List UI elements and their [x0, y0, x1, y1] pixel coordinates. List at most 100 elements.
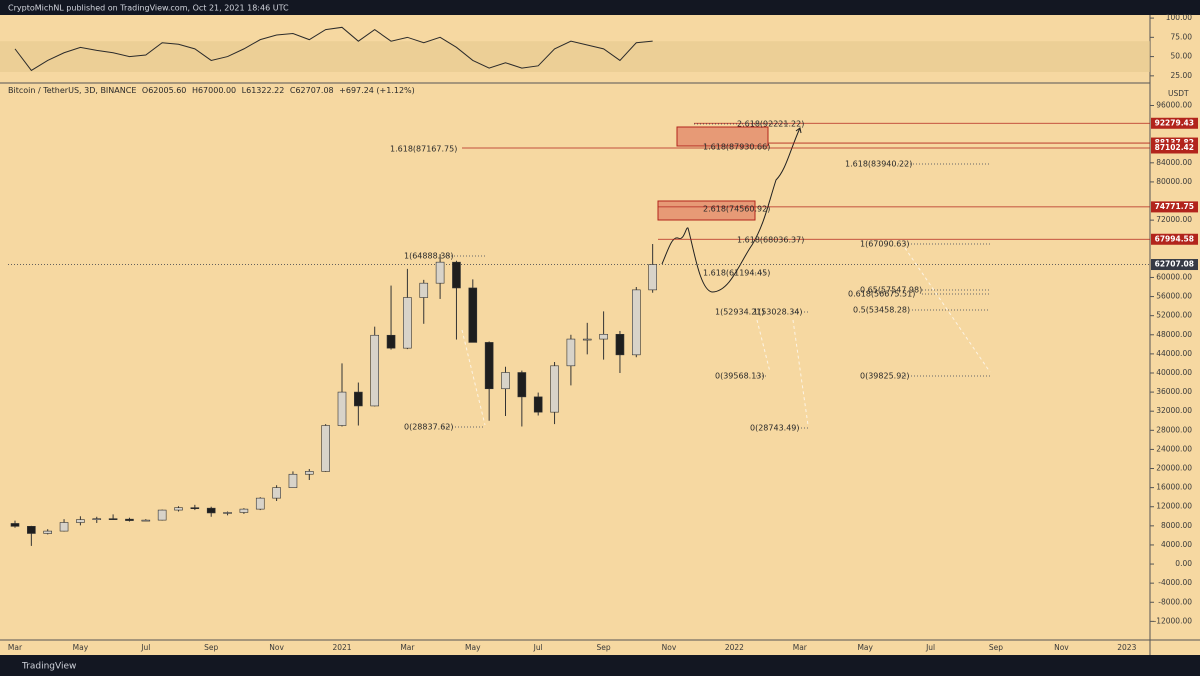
candle-body — [76, 519, 85, 523]
y-tick-label: 60000.00 — [1156, 272, 1192, 281]
candle-body — [468, 287, 478, 343]
fib-label: 2.618(92221.22) — [737, 120, 804, 129]
fib-label: 1(64888.38) — [404, 252, 454, 261]
fib-label: 1.618(61194.45) — [703, 269, 770, 278]
candle-body — [550, 365, 559, 413]
candle-body — [272, 487, 281, 499]
target-box — [657, 200, 756, 221]
candle-body — [452, 261, 461, 289]
y-tick-label: 16000.00 — [1156, 483, 1192, 492]
unit: USDT — [1168, 89, 1189, 98]
price-tag — [1151, 201, 1198, 213]
x-tick-label: Sep — [597, 643, 611, 652]
candle-body — [157, 509, 167, 521]
x-tick-label: Sep — [989, 643, 1003, 652]
candle-body — [27, 526, 36, 534]
rsi-tick-label: 25.00 — [1171, 71, 1193, 80]
candle-body — [419, 282, 429, 298]
candle-body — [255, 497, 265, 510]
y-tick-label: 0.00 — [1175, 559, 1192, 568]
header-title: CryptoMichNL published on TradingView.co… — [8, 4, 289, 13]
rsi-line — [14, 26, 653, 72]
candle-body — [337, 391, 347, 426]
y-tick-label: 44000.00 — [1156, 349, 1192, 358]
candle-body — [501, 372, 510, 390]
x-tick-label: Mar — [400, 643, 415, 652]
y-tick-label: 48000.00 — [1156, 330, 1192, 339]
fib-connectors — [461, 247, 991, 426]
fib-label: 0(28743.49) — [750, 424, 800, 433]
candle-body — [190, 507, 200, 509]
fib-label: 1(67090.63) — [860, 240, 910, 249]
candle-body — [533, 396, 543, 413]
y-tick-label: -4000.00 — [1158, 578, 1192, 587]
fib-label: 1(52934.21) — [715, 308, 765, 317]
y-tick-label: 24000.00 — [1156, 444, 1192, 453]
fib-label: 1.618(87930.66) — [703, 143, 770, 152]
fib-label: 1.618(83940.22) — [845, 160, 912, 169]
legend: Bitcoin / TetherUS, 3D, BINANCE O62005.6… — [8, 86, 415, 95]
fib-label: 0.618(56675.51) — [848, 290, 915, 299]
y-tick-label: 4000.00 — [1161, 540, 1192, 549]
x-tick-label: May — [857, 643, 873, 652]
legend-low: L61322.22 — [242, 86, 285, 95]
projection-path — [661, 127, 801, 293]
legend-close: C62707.08 — [290, 86, 334, 95]
projection-arrow — [795, 127, 802, 134]
fib-label: 0(28837.62) — [404, 423, 454, 432]
candle-body — [125, 518, 134, 521]
rsi-tick-label: 100.00 — [1166, 13, 1192, 22]
candle-body — [599, 333, 608, 340]
y-tick-label: 20000.00 — [1156, 464, 1192, 473]
rsi-band — [0, 41, 1150, 72]
y-tick-label: 8000.00 — [1161, 521, 1192, 530]
fib-label: 1.618(87167.75) — [390, 145, 457, 154]
candle-body — [288, 473, 298, 488]
y-tick-label: 28000.00 — [1156, 425, 1192, 434]
x-tick-label: Nov — [269, 643, 284, 652]
x-tick-label: 2022 — [725, 643, 744, 652]
x-tick-label: Jul — [925, 643, 935, 652]
legend-open: O62005.60 — [142, 86, 186, 95]
price-tag-label: 92279.43 — [1155, 118, 1194, 127]
y-tick-label: 96000.00 — [1156, 100, 1192, 109]
candle-body — [435, 261, 445, 284]
y-tick-label: 32000.00 — [1156, 406, 1192, 415]
candle-body — [354, 391, 363, 407]
fib-label: 0(39825.92) — [860, 372, 910, 381]
y-tick-label: -12000.00 — [1154, 616, 1193, 625]
price-tag — [1151, 233, 1198, 245]
candle-body — [566, 338, 576, 367]
x-tick-label: Sep — [204, 643, 218, 652]
candle-body — [304, 471, 314, 475]
y-tick-label: 40000.00 — [1156, 368, 1192, 377]
x-tick-label: Mar — [8, 643, 23, 652]
x-tick-label: May — [465, 643, 481, 652]
legend-change: +697.24 (+1.12%) — [339, 86, 415, 95]
price-tag — [1151, 117, 1198, 129]
legend-high: H67000.00 — [192, 86, 236, 95]
x-tick-label: Mar — [793, 643, 808, 652]
x-tick-label: Jul — [140, 643, 150, 652]
brand: TradingView — [21, 662, 76, 672]
price-tag-label: 67994.58 — [1155, 234, 1194, 243]
candle-body — [631, 289, 641, 356]
x-tick-label: 2023 — [1117, 643, 1136, 652]
candle-body — [59, 522, 69, 532]
rsi-tick-label: 50.00 — [1171, 52, 1193, 61]
price-tag-label: 87102.42 — [1155, 143, 1194, 152]
x-tick-label: Jul — [533, 643, 543, 652]
candle-body — [239, 508, 249, 513]
candle-body — [615, 333, 625, 356]
target-box — [676, 126, 769, 147]
fib-label: 1.618(68036.37) — [737, 236, 804, 245]
fib-label: 0.5(53458.28) — [853, 306, 910, 315]
y-tick-label: 12000.00 — [1156, 502, 1192, 511]
candle-body — [648, 264, 657, 291]
y-tick-label: 84000.00 — [1156, 158, 1192, 167]
candle-body — [386, 334, 396, 349]
price-tag-label: 62707.08 — [1155, 260, 1194, 269]
candle-body — [517, 372, 527, 398]
rsi-tick-label: 75.00 — [1171, 32, 1193, 41]
